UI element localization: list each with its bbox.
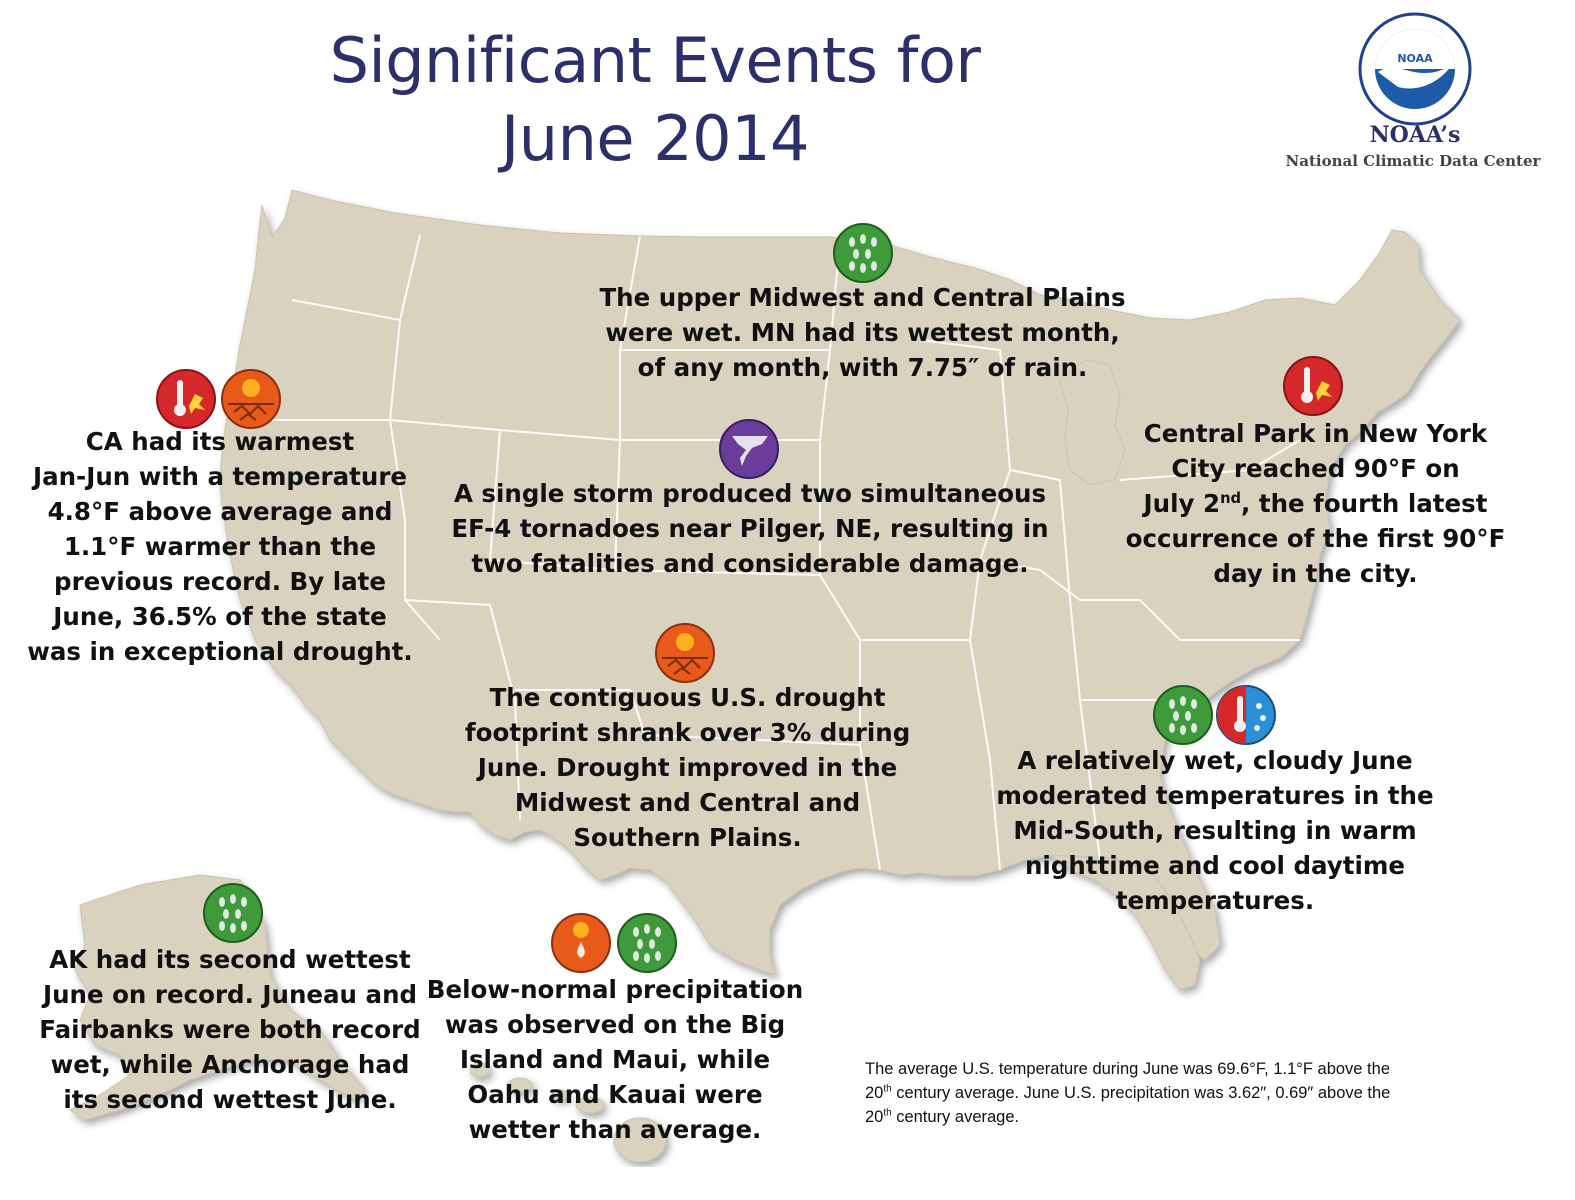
logo-org-name: NOAA’s <box>1369 122 1461 148</box>
event-line: of any month, with 7.75″ of rain. <box>637 353 1088 382</box>
event-tornado: A single storm produced two simultaneous… <box>445 476 1055 581</box>
event-line: wet, while Anchorage had <box>50 1050 410 1079</box>
tornado-icon <box>719 419 779 479</box>
drought-icon <box>221 369 281 429</box>
event-line: Oahu and Kauai were <box>467 1080 763 1109</box>
event-line: Midwest and Central and <box>514 788 861 817</box>
event-line: were wet. MN had its wettest month, <box>605 318 1120 347</box>
event-line: Central Park in New York <box>1143 419 1488 448</box>
rain-icon <box>833 223 893 283</box>
event-line: 4.8°F above average and <box>47 497 393 526</box>
rain-icon <box>617 913 677 973</box>
event-line: EF-4 tornadoes near Pilger, NE, resultin… <box>451 514 1049 543</box>
warm-cool-icon <box>1216 685 1276 745</box>
page-title: Significant Events for June 2014 <box>190 22 1120 178</box>
rain-icon <box>1153 685 1213 745</box>
logo-center-name: National Climatic Data Center <box>1285 152 1541 170</box>
contiguous-us-landmass <box>219 189 1461 991</box>
heat-icon <box>1283 356 1343 416</box>
footnote-part: 20 <box>865 1108 884 1126</box>
event-line: Southern Plains. <box>573 823 802 852</box>
footnote-line: 20th century average. <box>865 1105 1545 1129</box>
event-line: occurrence of the first 90°F <box>1125 524 1506 553</box>
heat-icon <box>156 369 216 429</box>
event-line: Below-normal precipitation <box>426 975 804 1004</box>
footnote-part: 20 <box>865 1084 884 1102</box>
event-line: moderated temperatures in the <box>996 781 1434 810</box>
ordinal-suffix: nd <box>1220 489 1242 507</box>
event-line: footprint shrank over 3% during <box>465 718 911 747</box>
event-line: City reached 90°F on <box>1171 454 1460 483</box>
event-line: Fairbanks were both record <box>39 1015 421 1044</box>
event-line: Island and Maui, while <box>459 1045 771 1074</box>
footnote-summary: The average U.S. temperature during June… <box>865 1057 1545 1129</box>
event-line: 1.1°F warmer than the <box>63 532 377 561</box>
event-line: nighttime and cool daytime <box>1024 851 1405 880</box>
footnote-part: century average. <box>891 1108 1020 1126</box>
footnote-line: The average U.S. temperature during June… <box>865 1060 1390 1078</box>
event-line: Jan-Jun with a temperature <box>32 462 408 491</box>
event-line: AK had its second wettest <box>49 945 411 974</box>
event-line: Mid-South, resulting in warm <box>1013 816 1417 845</box>
drought-icon <box>655 623 715 683</box>
event-line: June on record. Juneau and <box>42 980 418 1009</box>
event-mid-south: A relatively wet, cloudy June moderated … <box>995 743 1435 918</box>
ordinal-suffix: th <box>883 1107 892 1119</box>
event-line-part: July 2 <box>1143 489 1221 518</box>
event-line: A single storm produced two simultaneous <box>453 479 1047 508</box>
event-line: June. Drought improved in the <box>477 753 898 782</box>
event-line: July 2nd, the fourth latest <box>1118 486 1513 521</box>
footnote-part: century average. June U.S. precipitation… <box>891 1084 1391 1102</box>
alaska-landmass <box>69 874 366 1121</box>
event-line: The contiguous U.S. drought <box>489 683 886 712</box>
event-line: wetter than average. <box>468 1115 762 1144</box>
noaa-logo-icon: NOAA <box>1358 12 1472 126</box>
event-line: day in the city. <box>1213 559 1418 588</box>
rain-icon <box>203 883 263 943</box>
event-alaska: AK had its second wettest June on record… <box>30 942 430 1117</box>
event-new-york: Central Park in New York City reached 90… <box>1118 416 1513 591</box>
title-line-2: June 2014 <box>500 102 810 175</box>
event-line: two fatalities and considerable damage. <box>471 549 1029 578</box>
event-line-part: , the fourth latest <box>1241 489 1488 518</box>
event-line: its second wettest June. <box>63 1085 397 1114</box>
event-line: The upper Midwest and Central Plains <box>599 283 1126 312</box>
event-drought: The contiguous U.S. drought footprint sh… <box>465 680 910 855</box>
ordinal-suffix: th <box>883 1083 892 1095</box>
state-borders <box>250 234 1301 871</box>
event-line: temperatures. <box>1115 886 1315 915</box>
logo-emblem-text: NOAA <box>1397 52 1433 65</box>
event-california: CA had its warmest Jan-Jun with a temper… <box>20 424 420 669</box>
event-line: previous record. By late <box>54 567 386 596</box>
footnote-line: 20th century average. June U.S. precipit… <box>865 1081 1545 1105</box>
event-line: June, 36.5% of the state <box>53 602 387 631</box>
event-line: CA had its warmest <box>85 427 355 456</box>
title-line-1: Significant Events for <box>329 24 981 97</box>
hawaii-islands <box>469 1062 667 1163</box>
event-line: was observed on the Big <box>444 1010 786 1039</box>
event-hawaii: Below-normal precipitation was observed … <box>420 972 810 1147</box>
event-line: was in exceptional drought. <box>27 637 413 666</box>
dry-icon <box>551 913 611 973</box>
event-midwest: The upper Midwest and Central Plains wer… <box>590 280 1135 385</box>
event-line: A relatively wet, cloudy June <box>1017 746 1413 775</box>
